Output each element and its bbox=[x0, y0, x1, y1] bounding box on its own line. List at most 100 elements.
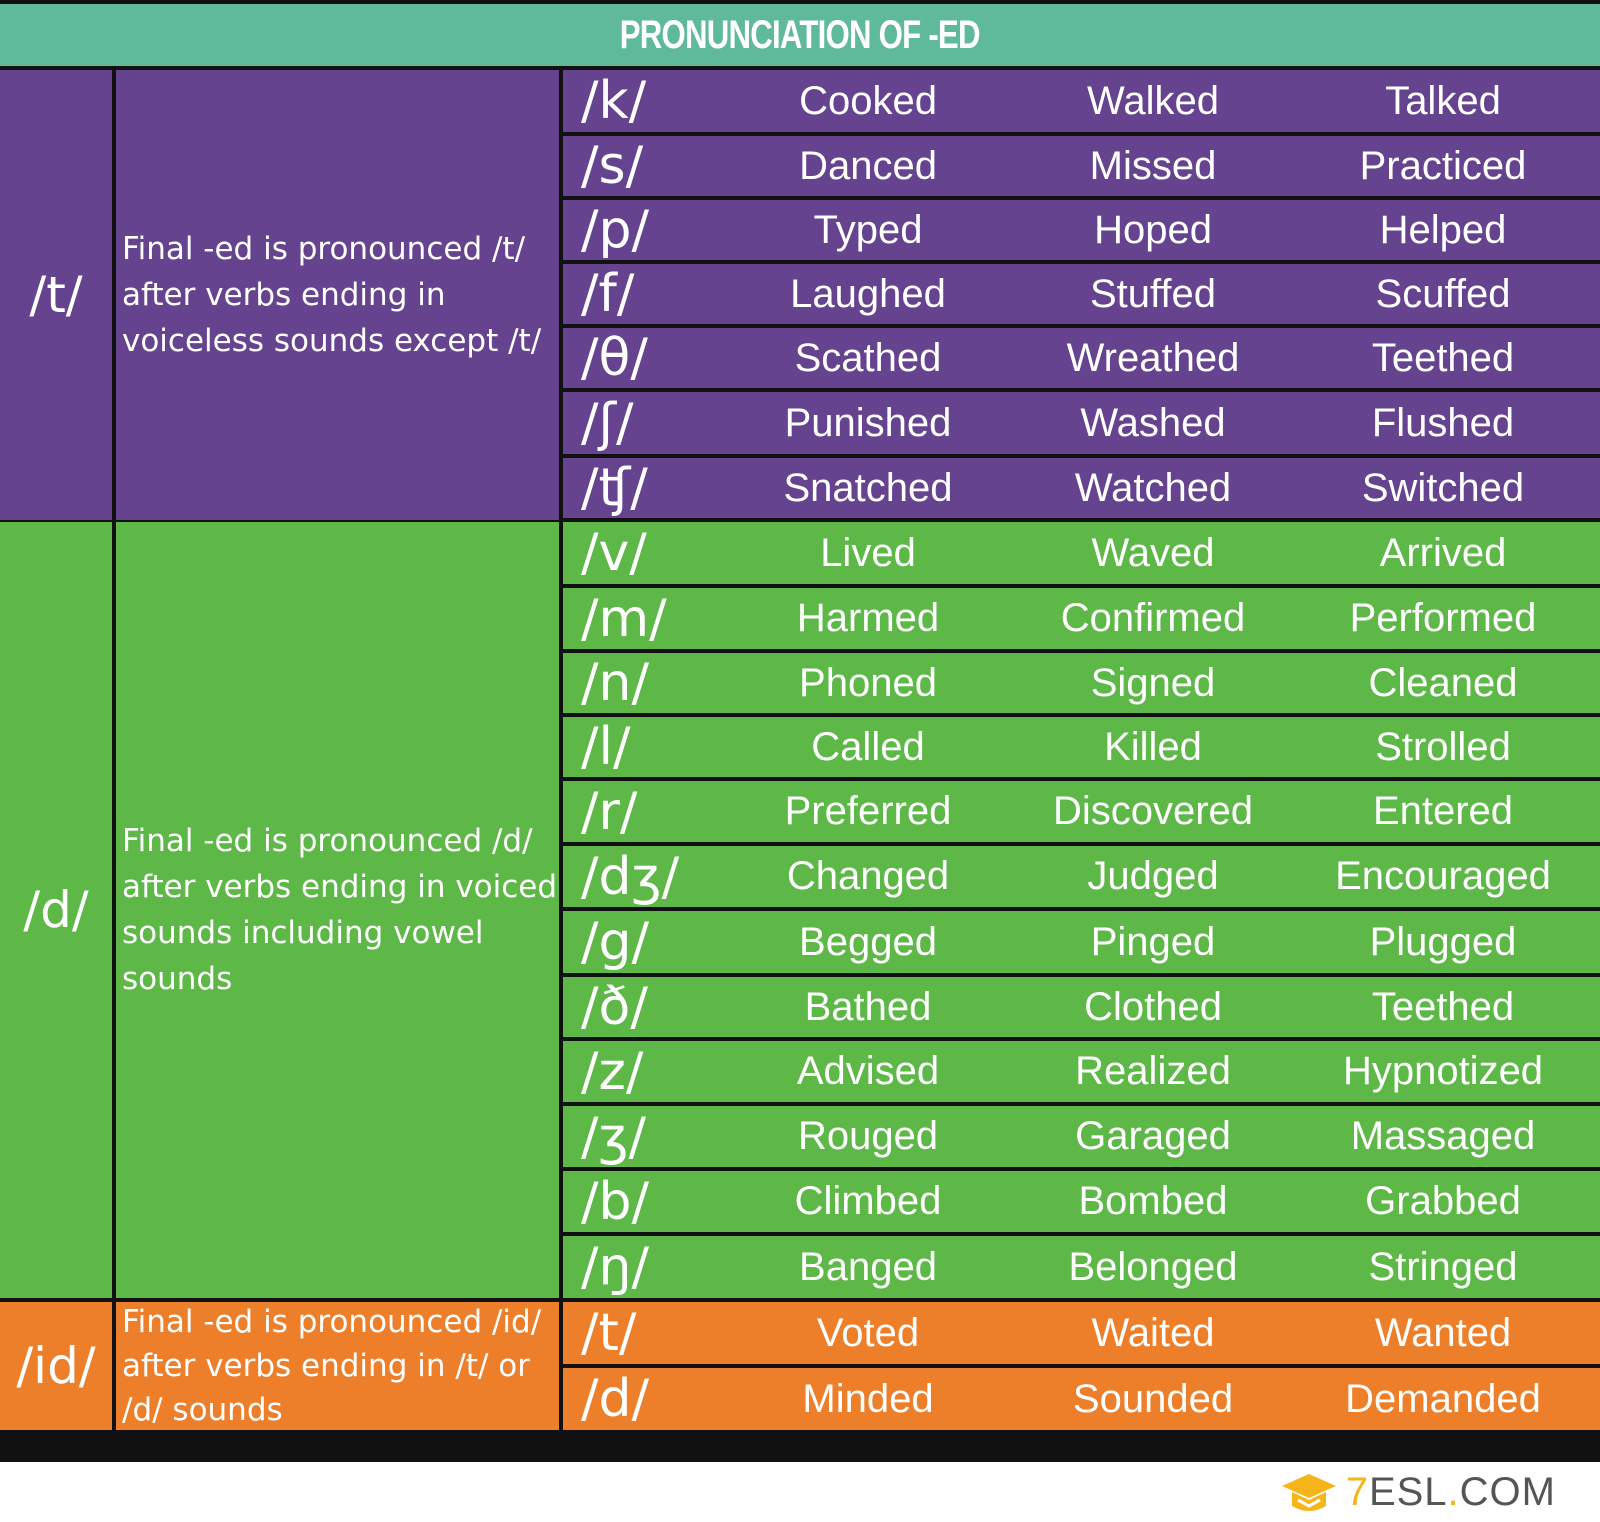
sound-symbol: /v/ bbox=[581, 523, 647, 583]
word: Teethed bbox=[1371, 335, 1515, 380]
word: Scathed bbox=[794, 335, 942, 380]
word: Signed bbox=[1090, 660, 1216, 705]
word: Changed bbox=[786, 854, 950, 898]
7esl-logo[interactable]: 7ESL.COM bbox=[1280, 1468, 1556, 1516]
group-label: /id/ bbox=[0, 1302, 112, 1430]
table-row: /v/Lived Waved Arrived bbox=[563, 522, 1600, 584]
logo-seven: 7 bbox=[1345, 1469, 1369, 1514]
word: Hoped bbox=[1094, 207, 1212, 252]
table-row: /d/Minded Sounded Demanded bbox=[563, 1368, 1600, 1430]
sound-symbol: /ŋ/ bbox=[581, 1237, 649, 1297]
sound-symbol: /ʧ/ bbox=[581, 458, 648, 518]
table-row: /ŋ/Banged Belonged Stringed bbox=[563, 1236, 1600, 1298]
word: Garaged bbox=[1075, 1114, 1231, 1158]
logo-text: 7ESL.COM bbox=[1346, 1470, 1556, 1515]
word: Belonged bbox=[1068, 1244, 1238, 1289]
word: Begged bbox=[799, 919, 937, 964]
word: Danced bbox=[799, 143, 937, 188]
table-row: /ʧ/Snatched Watched Switched bbox=[563, 458, 1600, 518]
word: Lived bbox=[820, 530, 916, 575]
word: Rouged bbox=[797, 1114, 939, 1158]
word: Encouraged bbox=[1335, 854, 1551, 898]
word: Strolled bbox=[1375, 724, 1511, 769]
sound-symbol: /f/ bbox=[581, 264, 635, 324]
table-row: /n/Phoned Signed Cleaned bbox=[563, 653, 1600, 713]
group-id: /id/ Final -ed is pronounced /id/ after … bbox=[0, 1302, 1600, 1430]
table-row: /ʃ/Punished Washed Flushed bbox=[563, 392, 1600, 454]
sound-symbol: /g/ bbox=[581, 912, 650, 972]
sound-symbol: /l/ bbox=[581, 717, 631, 777]
word: Cleaned bbox=[1368, 660, 1518, 705]
word: Killed bbox=[1104, 724, 1202, 769]
word: Clothed bbox=[1084, 984, 1222, 1029]
table-row: /ð/Bathed Clothed Teethed bbox=[563, 977, 1600, 1037]
sound-symbol: /m/ bbox=[581, 588, 667, 649]
table-row: /ʒ/Rouged Garaged Massaged bbox=[563, 1106, 1600, 1167]
group-t: /t/ Final -ed is pronounced /t/ after ve… bbox=[0, 70, 1600, 520]
word: Called bbox=[811, 724, 925, 769]
word: Realized bbox=[1075, 1049, 1231, 1093]
word: Flushed bbox=[1371, 400, 1515, 445]
word: Sounded bbox=[1072, 1376, 1234, 1421]
word: Grabbed bbox=[1365, 1179, 1521, 1223]
word: Talked bbox=[1385, 78, 1501, 123]
word: Plugged bbox=[1369, 919, 1517, 964]
sound-symbol: /ʃ/ bbox=[581, 393, 634, 453]
chart-title-text: PRONUNCIATION OF -ED bbox=[620, 13, 981, 57]
sound-symbol: /k/ bbox=[581, 71, 647, 131]
word: Helped bbox=[1379, 207, 1507, 252]
word: Switched bbox=[1361, 465, 1525, 510]
sound-symbol: /s/ bbox=[581, 136, 644, 196]
group-label: /d/ bbox=[0, 522, 112, 1298]
logo-com: COM bbox=[1459, 1469, 1556, 1514]
word: Watched bbox=[1074, 465, 1232, 510]
graduation-cap-icon bbox=[1281, 1474, 1336, 1511]
word: Massaged bbox=[1350, 1114, 1536, 1158]
word: Practiced bbox=[1359, 143, 1527, 188]
word: Demanded bbox=[1345, 1376, 1541, 1421]
word: Washed bbox=[1080, 400, 1226, 445]
table-row: /l/Called Killed Strolled bbox=[563, 717, 1600, 777]
sound-symbol: /z/ bbox=[581, 1041, 644, 1102]
word: Banged bbox=[799, 1244, 937, 1289]
sound-symbol: /p/ bbox=[581, 200, 650, 260]
table-row: /g/Begged Pinged Plugged bbox=[563, 911, 1600, 973]
sound-symbol: /r/ bbox=[581, 781, 638, 842]
group-description: Final -ed is pronounced /d/ after verbs … bbox=[116, 522, 559, 1298]
table-row: /b/Climbed Bombed Grabbed bbox=[563, 1171, 1600, 1232]
table-row: /k/Cooked Walked Talked bbox=[563, 70, 1600, 132]
logo-esl: ESL bbox=[1368, 1469, 1448, 1514]
word: Entered bbox=[1372, 789, 1514, 833]
word: Phoned bbox=[799, 660, 937, 705]
word: Waved bbox=[1091, 530, 1215, 575]
table-row: /t/Voted Waited Wanted bbox=[563, 1302, 1600, 1364]
word: Bombed bbox=[1078, 1179, 1228, 1223]
word: Wanted bbox=[1374, 1310, 1512, 1355]
sound-symbol: /b/ bbox=[581, 1171, 650, 1232]
word: Performed bbox=[1349, 596, 1537, 640]
word: Pinged bbox=[1090, 919, 1216, 964]
table-row: /z/Advised Realized Hypnotized bbox=[563, 1041, 1600, 1102]
word: Waited bbox=[1091, 1310, 1215, 1355]
word: Judged bbox=[1087, 854, 1219, 898]
word: Advised bbox=[796, 1049, 940, 1093]
table-row: /f/Laughed Stuffed Scuffed bbox=[563, 264, 1600, 324]
sound-symbol: /d/ bbox=[581, 1369, 650, 1429]
sound-symbol: /ð/ bbox=[581, 977, 648, 1037]
word: Hypnotized bbox=[1342, 1049, 1544, 1093]
word: Preferred bbox=[784, 789, 952, 833]
word: Stringed bbox=[1368, 1244, 1518, 1289]
sound-symbol: /n/ bbox=[581, 653, 649, 713]
word: Bathed bbox=[804, 984, 932, 1029]
word: Wreathed bbox=[1066, 335, 1240, 380]
sound-symbol: /θ/ bbox=[581, 328, 648, 388]
word: Harmed bbox=[796, 596, 940, 640]
table-row: /r/Preferred Discovered Entered bbox=[563, 781, 1600, 842]
word: Minded bbox=[802, 1376, 934, 1421]
table-row: /p/Typed Hoped Helped bbox=[563, 200, 1600, 260]
table-row: /dʒ/Changed Judged Encouraged bbox=[563, 846, 1600, 907]
word: Snatched bbox=[783, 465, 953, 510]
sound-symbol: /dʒ/ bbox=[581, 846, 680, 907]
sound-symbol: /t/ bbox=[581, 1303, 637, 1363]
group-description: Final -ed is pronounced /id/ after verbs… bbox=[116, 1302, 559, 1430]
